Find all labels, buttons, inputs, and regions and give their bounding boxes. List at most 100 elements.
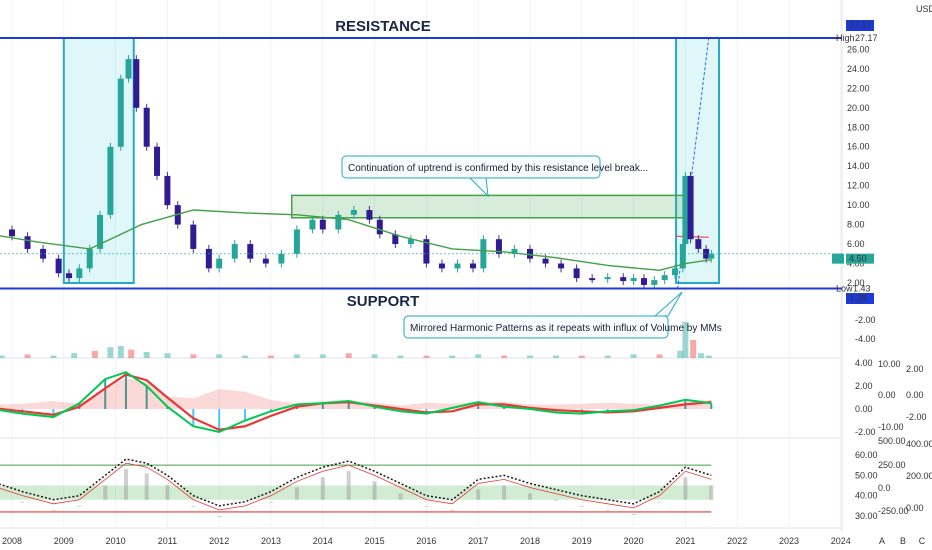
price-candle xyxy=(620,277,627,282)
price-candle xyxy=(376,219,383,235)
rsi-histogram-bar xyxy=(372,481,377,500)
rsi-histogram-bar xyxy=(346,471,351,500)
rsi-tick-right: 200.00 xyxy=(906,471,932,481)
volume-bar xyxy=(690,340,697,358)
oscillator-tick-left: -2.00 xyxy=(855,427,876,437)
price-candle xyxy=(350,209,357,215)
rsi-histogram-bar xyxy=(191,505,196,507)
rsi-tick-right: 0.00 xyxy=(906,503,924,513)
rsi-histogram-bar xyxy=(144,473,149,500)
oscillator-histogram-bar xyxy=(145,386,148,409)
time-tick-label: 2024 xyxy=(831,536,851,546)
volume-bar xyxy=(0,355,5,358)
price-candle xyxy=(86,248,93,269)
oscillator-histogram-bar xyxy=(606,409,609,412)
volume-bar xyxy=(656,354,663,358)
rsi-histogram-bar xyxy=(165,485,170,500)
annotation-callout-bottom[interactable]: Mirrored Harmonic Patterns as it repeats… xyxy=(403,291,722,339)
oscillator-tick-right: 2.00 xyxy=(906,364,924,374)
oscillator-histogram-bar xyxy=(710,403,713,409)
volume-bar xyxy=(268,355,274,358)
price-candle xyxy=(335,214,342,230)
rsi-histogram-bar xyxy=(320,477,325,500)
price-candle xyxy=(661,275,668,281)
price-candle xyxy=(247,244,254,259)
volume-bar xyxy=(475,354,482,358)
price-candle xyxy=(682,175,689,245)
volume-bar xyxy=(682,322,689,358)
rsi-tick-left: 30.00 xyxy=(855,511,878,521)
oscillator-histogram-bar xyxy=(52,409,55,418)
rsi-histogram-bar xyxy=(450,509,455,511)
volume-bar xyxy=(128,349,135,358)
oscillator-tick-mid: 10.00 xyxy=(878,359,901,369)
price-candle xyxy=(9,229,15,237)
volume-bar xyxy=(164,353,171,358)
annotation-callout-top[interactable]: Continuation of uptrend is confirmed by … xyxy=(341,155,648,198)
price-tick-label: 6.00 xyxy=(847,239,865,249)
oscillator-tick-right: 0.00 xyxy=(906,390,924,400)
low-badge: 1.28 xyxy=(849,293,867,303)
price-candle xyxy=(319,219,326,230)
volume-bar xyxy=(319,354,326,358)
price-candle xyxy=(278,253,285,264)
price-candle xyxy=(97,214,104,249)
price-candle xyxy=(154,146,161,176)
oscillator-pane: 4.00 2.00 0.00 -2.00 10.00 0.00 -10.00 2.00 0.00… xyxy=(0,358,927,437)
oscillator-histogram-bar xyxy=(399,409,402,412)
price-candle xyxy=(640,278,647,285)
volume-bar xyxy=(293,354,300,358)
price-axis: 26.00 24.00 22.00 20.00 18.00 16.00 14.00 12.00… xyxy=(832,20,878,344)
price-candle xyxy=(366,209,373,220)
price-candle xyxy=(708,253,715,259)
rsi-histogram-bar xyxy=(424,505,429,507)
moving-average-line xyxy=(0,209,712,272)
volume-bar xyxy=(371,354,378,358)
time-tick-label: 2014 xyxy=(313,536,333,546)
price-tick-label: 20.00 xyxy=(847,103,870,113)
time-tick-label: 2013 xyxy=(261,536,281,546)
volume-bar xyxy=(397,355,404,358)
price-candle xyxy=(438,263,445,269)
oscillator-main-line xyxy=(0,371,712,434)
price-candle xyxy=(143,107,150,147)
price-tick-label: 26.00 xyxy=(847,44,870,54)
volume-bar xyxy=(527,355,533,358)
price-candle xyxy=(205,248,212,269)
volume-bar xyxy=(242,355,249,358)
oscillator-histogram-bar xyxy=(425,409,428,414)
volume-bar xyxy=(71,353,78,358)
rsi-tick-mid: -250.00 xyxy=(878,506,909,516)
price-candle xyxy=(679,244,686,269)
oscillator-histogram-bar xyxy=(270,409,272,412)
price-candle xyxy=(630,278,637,282)
resistance-title: RESISTANCE xyxy=(335,18,431,35)
volume-bar xyxy=(705,355,712,358)
oscillator-histogram-bar xyxy=(503,406,506,409)
price-tick-label: 24.00 xyxy=(847,64,870,74)
oscillator-tick-left: 0.00 xyxy=(855,404,873,414)
price-candle xyxy=(231,244,238,259)
time-tick-label: 2015 xyxy=(365,536,385,546)
chart-panes xyxy=(0,0,843,532)
rsi-histogram-bar xyxy=(103,485,108,500)
axis-button-b: B xyxy=(900,536,906,546)
volume-bar xyxy=(449,355,456,358)
rsi-histogram-bar xyxy=(579,505,584,507)
rsi-tick-left: 60.00 xyxy=(855,450,878,460)
price-candle xyxy=(117,78,124,147)
rsi-histogram-bar xyxy=(683,477,688,500)
price-tick-label: 8.00 xyxy=(847,220,865,230)
price-series xyxy=(0,55,715,289)
price-candle xyxy=(55,258,62,274)
price-candle xyxy=(107,146,114,215)
oscillator-histogram-bar xyxy=(244,409,247,421)
volume-bar xyxy=(677,350,684,358)
oscillator-tick-mid: 0.00 xyxy=(878,390,896,400)
rsi-histogram-bar xyxy=(294,487,299,500)
rsi-dotted-line xyxy=(0,458,712,507)
price-candle xyxy=(495,239,502,254)
volume-bar xyxy=(630,354,637,358)
price-candle xyxy=(407,239,414,245)
